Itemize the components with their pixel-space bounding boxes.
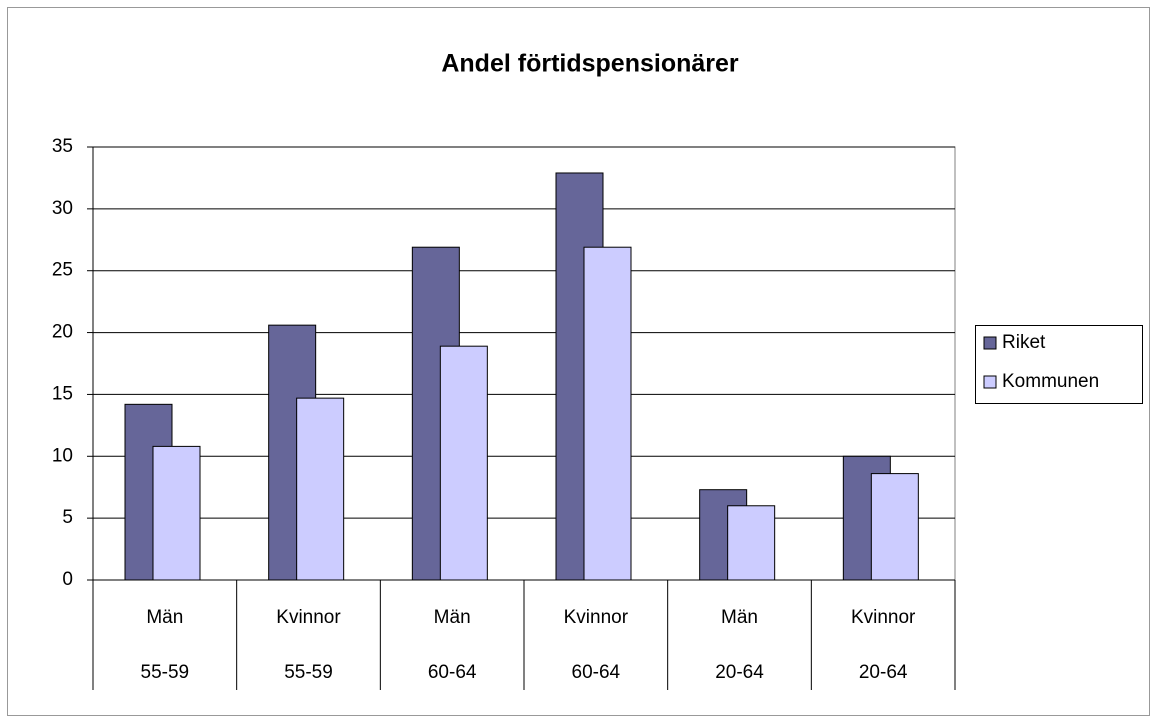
chart-title: Andel förtidspensionärer [441,50,739,78]
bar [870,473,919,581]
legend-label: Kommunen [1002,371,1099,392]
y-tick-label: 10 [52,445,73,466]
bar [727,505,776,581]
x-tick-label: Män [721,607,758,628]
bar [439,345,488,581]
x-group-label: 55-59 [284,662,333,683]
plot-area [92,146,956,581]
y-tick-label: 25 [52,260,73,281]
legend-label: Riket [1002,332,1046,353]
x-tick-label: Män [146,607,183,628]
legend-swatch [983,375,997,389]
x-tick-label: Kvinnor [276,607,341,628]
x-tick-label: Kvinnor [564,607,629,628]
x-tick-label: Kvinnor [851,607,916,628]
x-tick-label: Män [434,607,471,628]
bar [152,445,201,581]
y-tick-label: 20 [52,322,73,343]
y-tick-label: 30 [52,198,73,219]
bar [583,246,632,581]
x-group-label: 60-64 [572,662,621,683]
y-tick-label: 35 [52,136,73,157]
bar [296,397,345,581]
x-group-label: 60-64 [428,662,477,683]
y-tick-label: 15 [52,383,73,404]
y-tick-label: 0 [62,569,73,590]
x-group-label: 20-64 [715,662,764,683]
x-group-label: 20-64 [859,662,908,683]
y-tick-label: 5 [62,507,73,528]
legend-box [975,325,1143,404]
legend-swatch [983,336,997,350]
x-group-label: 55-59 [141,662,190,683]
